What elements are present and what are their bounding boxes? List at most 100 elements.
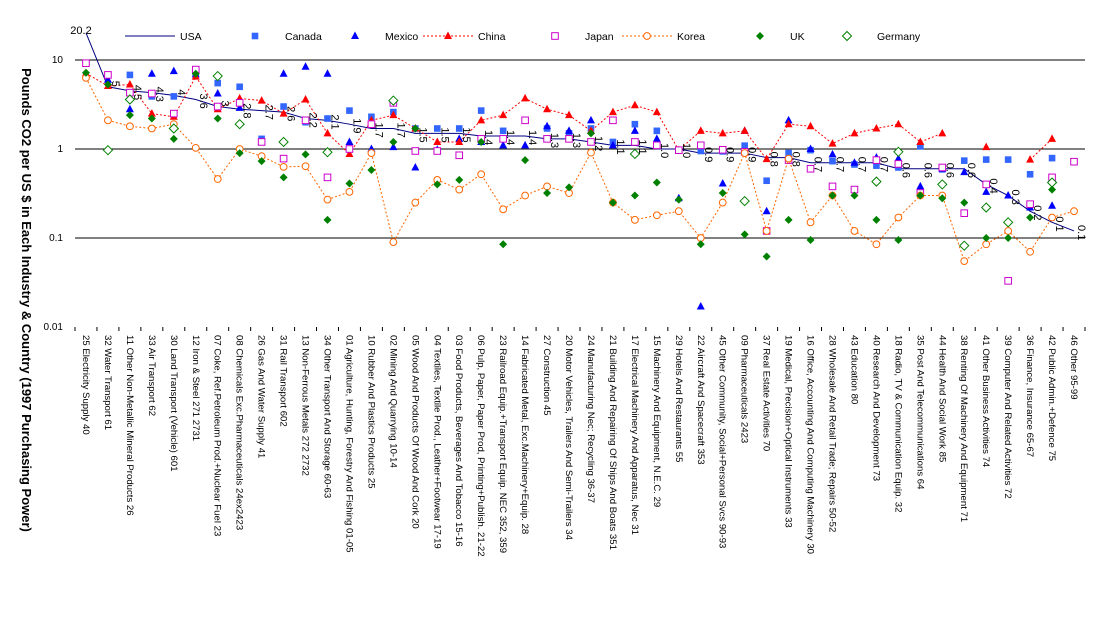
data-point-canada	[214, 79, 222, 87]
data-point-japan	[960, 209, 969, 217]
data-point-korea	[1004, 227, 1013, 235]
data-point-uk	[652, 178, 661, 187]
y-axis-title: Pounds CO2 per US $ in Each Industry & C…	[19, 68, 34, 532]
data-point-korea	[147, 124, 156, 133]
data-point-uk	[169, 134, 178, 143]
data-point-canada	[499, 127, 507, 135]
data-point-japan	[257, 138, 266, 146]
usa-label-group: 0.8	[790, 152, 802, 167]
usa-data-label: 0.7	[855, 157, 867, 172]
data-point-uk	[630, 191, 639, 200]
usa-data-label: 1.9	[350, 118, 362, 133]
usa-data-label: 1.3	[548, 133, 560, 148]
category-label: 17 Electrical Machinery And Apparatus, N…	[629, 335, 640, 535]
data-point-uk	[235, 149, 244, 158]
category-label: 11 Other Non-Metallic Mineral Products 2…	[124, 335, 135, 516]
usa-data-label: 0.8	[768, 152, 780, 167]
data-point-japan	[828, 182, 837, 191]
series-china-line	[1029, 138, 1053, 160]
category-label: 35 Post And Telecommunications 64	[914, 335, 925, 490]
data-point-canada	[126, 71, 134, 79]
data-point-korea	[718, 198, 727, 207]
category-label-group: 25 Electricity Supply 40	[80, 335, 91, 435]
usa-label-group: 1.5	[460, 127, 472, 142]
data-point-china	[938, 128, 947, 137]
data-point-canada	[785, 149, 792, 157]
usa-data-label: 0.7	[834, 157, 846, 172]
data-point-canada	[1048, 154, 1056, 162]
data-point-uk	[806, 235, 815, 244]
data-point-germany	[739, 195, 750, 207]
data-point-mexico	[389, 142, 398, 151]
data-point-korea	[1070, 207, 1078, 216]
usa-label-group: 0.7	[877, 157, 889, 172]
gridlines	[75, 59, 1085, 239]
category-label-group: 17 Electrical Machinery And Apparatus, N…	[629, 335, 640, 535]
data-point-mexico	[279, 69, 288, 77]
data-point-mexico	[235, 103, 244, 111]
data-point-japan	[82, 59, 90, 68]
category-label-group: 42 Public Admin.+Defence 75	[1046, 335, 1057, 461]
data-point-uk	[499, 240, 508, 249]
usa-data-label: 1.1	[636, 139, 648, 154]
data-point-china	[806, 121, 815, 130]
data-point-china	[652, 107, 661, 116]
data-point-uk	[477, 137, 486, 146]
data-point-mexico	[652, 134, 661, 142]
data-point-canada	[763, 177, 770, 185]
category-label: 07 Coke, Ref.Petroleum Prod.+Nuclear Fue…	[212, 335, 223, 536]
data-point-canada	[741, 142, 748, 149]
data-point-mexico	[784, 115, 793, 124]
category-label: 10 Rubber And Plastics Products 25	[365, 335, 376, 489]
data-point-mexico	[894, 154, 903, 162]
legend-swatch-marker	[643, 32, 651, 40]
data-point-uk	[279, 173, 288, 182]
usa-data-label: 1.5	[416, 127, 428, 142]
usa-label-group: 1.4	[504, 130, 516, 145]
data-point-china	[872, 123, 881, 132]
usa-label-group: 0.9	[702, 147, 714, 162]
legend-item-mexico: Mexico	[351, 31, 418, 43]
data-point-mexico	[982, 187, 991, 195]
data-point-uk	[147, 114, 156, 123]
category-label-group: 18 Radio, TV & Communication Equip. 32	[892, 335, 903, 512]
data-point-korea	[806, 218, 815, 227]
data-point-canada	[1026, 170, 1034, 178]
data-point-uk	[740, 230, 749, 239]
category-label: 08 Chemicals Exc.Pharmaceuticals 24ex242…	[234, 335, 245, 530]
data-point-japan	[104, 71, 112, 79]
data-point-canada	[829, 157, 836, 165]
category-label: 02 Mining And Quarrying 10-14	[387, 335, 398, 468]
data-point-japan	[982, 180, 990, 189]
data-point-canada	[280, 103, 287, 110]
legend-item-china: China	[423, 31, 506, 43]
usa-data-label: 0.1	[1075, 225, 1087, 240]
category-label-group: 02 Mining And Quarrying 10-14	[387, 335, 398, 468]
data-point-germany	[124, 94, 136, 105]
data-point-uk	[762, 252, 771, 261]
legend-swatch-marker	[756, 32, 764, 40]
category-label-group: 22 Aircraft And Spacecraft 353	[695, 335, 706, 465]
category-label: 29 Hotels And Restaurants 55	[673, 335, 684, 462]
category-label-group: 16 Office, Accounting And Computing Mach…	[805, 335, 816, 554]
data-point-japan	[565, 135, 573, 143]
category-label-group: 23 Railroad Equip.+Transport Equip. NEC …	[497, 335, 508, 553]
data-point-canada	[324, 115, 331, 122]
data-point-canada	[697, 147, 705, 155]
series-germany	[102, 70, 1058, 251]
category-label: 14 Fabricated Metal, Exc.Machinery+Equip…	[519, 335, 530, 534]
usa-data-label: 1.5	[438, 127, 450, 142]
usa-data-label: 1.3	[570, 133, 582, 148]
data-point-germany	[102, 144, 114, 156]
data-point-mexico	[411, 162, 420, 171]
data-point-mexico	[499, 140, 508, 149]
usa-label-group: 0.9	[746, 147, 758, 162]
data-point-mexico	[608, 140, 617, 149]
usa-data-label: 0.6	[921, 163, 933, 178]
usa-data-label: 1.0	[658, 143, 670, 158]
data-point-germany	[871, 176, 882, 187]
data-point-japan	[499, 135, 507, 143]
category-label-group: 13 Non-Ferrous Metals 272 2732	[300, 335, 311, 476]
data-point-uk	[850, 191, 859, 200]
data-point-germany	[168, 123, 180, 134]
